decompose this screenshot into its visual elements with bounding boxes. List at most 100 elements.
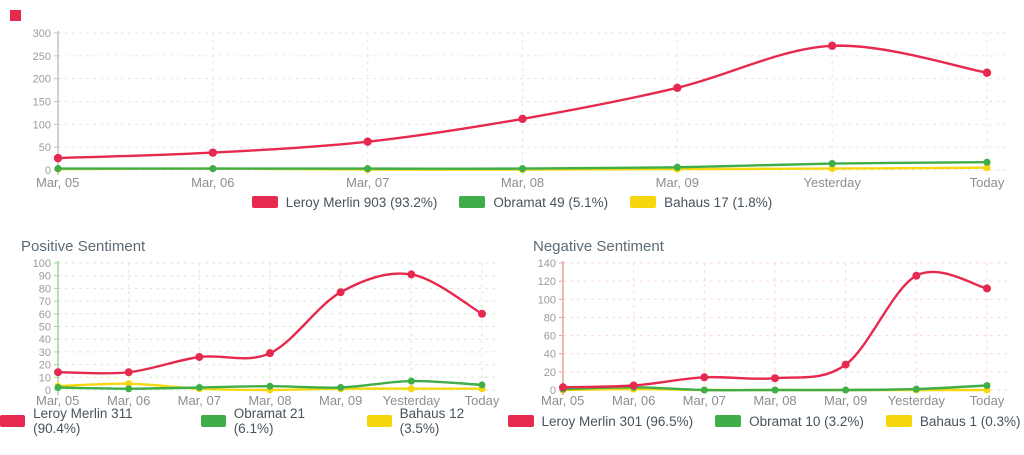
- legend-item[interactable]: Obramat 21 (6.1%): [200, 406, 345, 436]
- x-tick-label: Mar, 08: [248, 393, 291, 408]
- data-point-obramat[interactable]: [337, 383, 345, 391]
- data-point-leroy-merlin[interactable]: [478, 309, 486, 318]
- x-tick-label: Mar, 06: [107, 393, 150, 408]
- legend-label: Obramat 10 (3.2%): [749, 413, 864, 429]
- y-tick-label: 30: [39, 347, 51, 359]
- data-point-leroy-merlin[interactable]: [195, 352, 204, 361]
- y-tick-label: 200: [33, 74, 51, 86]
- legend-swatch: [715, 415, 742, 427]
- data-point-leroy-merlin[interactable]: [827, 41, 837, 50]
- x-tick-label: Today: [970, 393, 1005, 408]
- data-point-obramat[interactable]: [54, 165, 62, 173]
- y-tick-label: 100: [33, 258, 51, 270]
- y-tick-label: 100: [538, 294, 556, 306]
- legend-item[interactable]: Bahaus 17 (1.8%): [630, 195, 772, 210]
- legend-item[interactable]: Leroy Merlin 903 (93.2%): [251, 194, 438, 210]
- legend-item[interactable]: Leroy Merlin 311 (90.4%): [0, 406, 179, 436]
- legend-label: Leroy Merlin 301 (96.5%): [541, 413, 694, 429]
- data-point-obramat[interactable]: [125, 385, 133, 393]
- data-point-leroy-merlin[interactable]: [124, 368, 133, 377]
- data-point-leroy-merlin[interactable]: [559, 383, 567, 392]
- legend-item[interactable]: Bahaus 1 (0.3%): [885, 413, 1021, 429]
- data-point-obramat[interactable]: [828, 160, 836, 168]
- y-tick-label: 0: [550, 385, 556, 397]
- data-point-leroy-merlin[interactable]: [208, 148, 218, 157]
- legend-label: Leroy Merlin 903 (93.2%): [285, 194, 438, 210]
- y-tick-label: 150: [33, 97, 51, 109]
- legend-label: Obramat 21 (6.1%): [233, 406, 305, 436]
- data-point-obramat[interactable]: [195, 383, 203, 391]
- data-point-obramat[interactable]: [407, 377, 415, 385]
- y-tick-label: 300: [33, 28, 51, 40]
- mentions-chart-canvas[interactable]: 0 50 100 150 200 250 300 Mar, 05 Mar, 06 Mar, 07 M…: [0, 0, 1024, 192]
- data-point-obramat[interactable]: [983, 158, 991, 166]
- data-point-leroy-merlin[interactable]: [629, 381, 638, 390]
- data-point-leroy-merlin[interactable]: [912, 271, 921, 280]
- data-point-leroy-merlin[interactable]: [53, 153, 63, 163]
- y-tick-label: 90: [39, 271, 51, 283]
- y-tick-label: 20: [39, 360, 51, 372]
- y-tick-label: 60: [39, 309, 51, 321]
- x-tick-label: Mar, 09: [656, 175, 699, 190]
- legend-item[interactable]: Obramat 10 (3.2%): [715, 414, 864, 429]
- data-point-obramat[interactable]: [266, 382, 274, 390]
- data-point-obramat[interactable]: [771, 386, 779, 394]
- data-point-leroy-merlin[interactable]: [700, 373, 709, 382]
- data-point-leroy-merlin[interactable]: [266, 349, 274, 358]
- data-point-bahaus[interactable]: [125, 380, 133, 388]
- y-tick-label: 80: [39, 283, 51, 295]
- legend-label: Obramat 49 (5.1%): [493, 194, 609, 210]
- y-tick-label: 70: [39, 296, 51, 308]
- x-tick-label: Mar, 08: [501, 175, 544, 190]
- data-point-obramat[interactable]: [983, 381, 991, 389]
- negative-sentiment-legend: Leroy Merlin 301 (96.5%) Obramat 10 (3.2%…: [504, 411, 1024, 431]
- legend-swatch: [459, 196, 486, 208]
- data-point-bahaus[interactable]: [983, 164, 991, 172]
- data-point-obramat[interactable]: [209, 165, 217, 173]
- data-point-obramat[interactable]: [54, 383, 62, 391]
- y-tick-label: 0: [45, 385, 51, 397]
- legend-item[interactable]: Obramat 49 (5.1%): [459, 195, 608, 210]
- data-point-leroy-merlin[interactable]: [673, 83, 682, 93]
- x-tick-label: Mar, 06: [612, 393, 655, 408]
- data-point-obramat[interactable]: [842, 386, 850, 394]
- legend-label: Bahaus 1 (0.3%): [919, 413, 1021, 429]
- x-tick-label: Mar, 09: [824, 393, 867, 408]
- data-point-bahaus[interactable]: [407, 385, 415, 393]
- legend-swatch: [0, 415, 26, 427]
- data-point-obramat[interactable]: [518, 165, 527, 173]
- x-tick-label: Today: [970, 175, 1005, 190]
- y-tick-label: 40: [544, 349, 556, 361]
- y-tick-label: 120: [538, 276, 556, 288]
- legend-item[interactable]: Leroy Merlin 301 (96.5%): [507, 413, 694, 429]
- x-tick-label: Mar, 05: [36, 175, 79, 190]
- data-point-leroy-merlin[interactable]: [771, 374, 779, 383]
- mentions-legend: Leroy Merlin 903 (93.2%) Obramat 49 (5.1%…: [0, 192, 1024, 212]
- data-point-leroy-merlin[interactable]: [363, 137, 372, 146]
- data-point-obramat[interactable]: [364, 165, 372, 173]
- data-point-leroy-merlin[interactable]: [518, 114, 527, 124]
- data-point-leroy-merlin[interactable]: [983, 284, 991, 293]
- data-point-obramat[interactable]: [478, 381, 486, 389]
- y-tick-label: 0: [45, 165, 51, 177]
- data-point-obramat[interactable]: [673, 163, 681, 171]
- legend-item[interactable]: Bahaus 12 (3.5%): [366, 406, 504, 436]
- negative-sentiment-canvas[interactable]: 0 20 40 60 80 100 120 140 Mar, 05 Mar, 06 Mar, 07 M…: [512, 258, 1024, 411]
- data-point-leroy-merlin[interactable]: [982, 68, 992, 77]
- data-point-leroy-merlin[interactable]: [407, 270, 416, 279]
- x-tick-label: Yesterday: [888, 393, 946, 408]
- x-tick-label: Today: [465, 393, 500, 408]
- data-point-obramat[interactable]: [700, 386, 708, 394]
- data-point-obramat[interactable]: [912, 385, 920, 393]
- data-point-leroy-merlin[interactable]: [336, 288, 345, 297]
- data-point-leroy-merlin[interactable]: [54, 368, 62, 377]
- x-tick-label: Mar, 08: [753, 393, 796, 408]
- data-point-bahaus[interactable]: [828, 165, 836, 173]
- data-point-leroy-merlin[interactable]: [841, 360, 850, 369]
- x-tick-label: Mar, 07: [683, 393, 726, 408]
- x-tick-label: Mar, 06: [191, 175, 234, 190]
- corner-red-marker: [10, 10, 21, 21]
- y-tick-label: 10: [39, 372, 51, 384]
